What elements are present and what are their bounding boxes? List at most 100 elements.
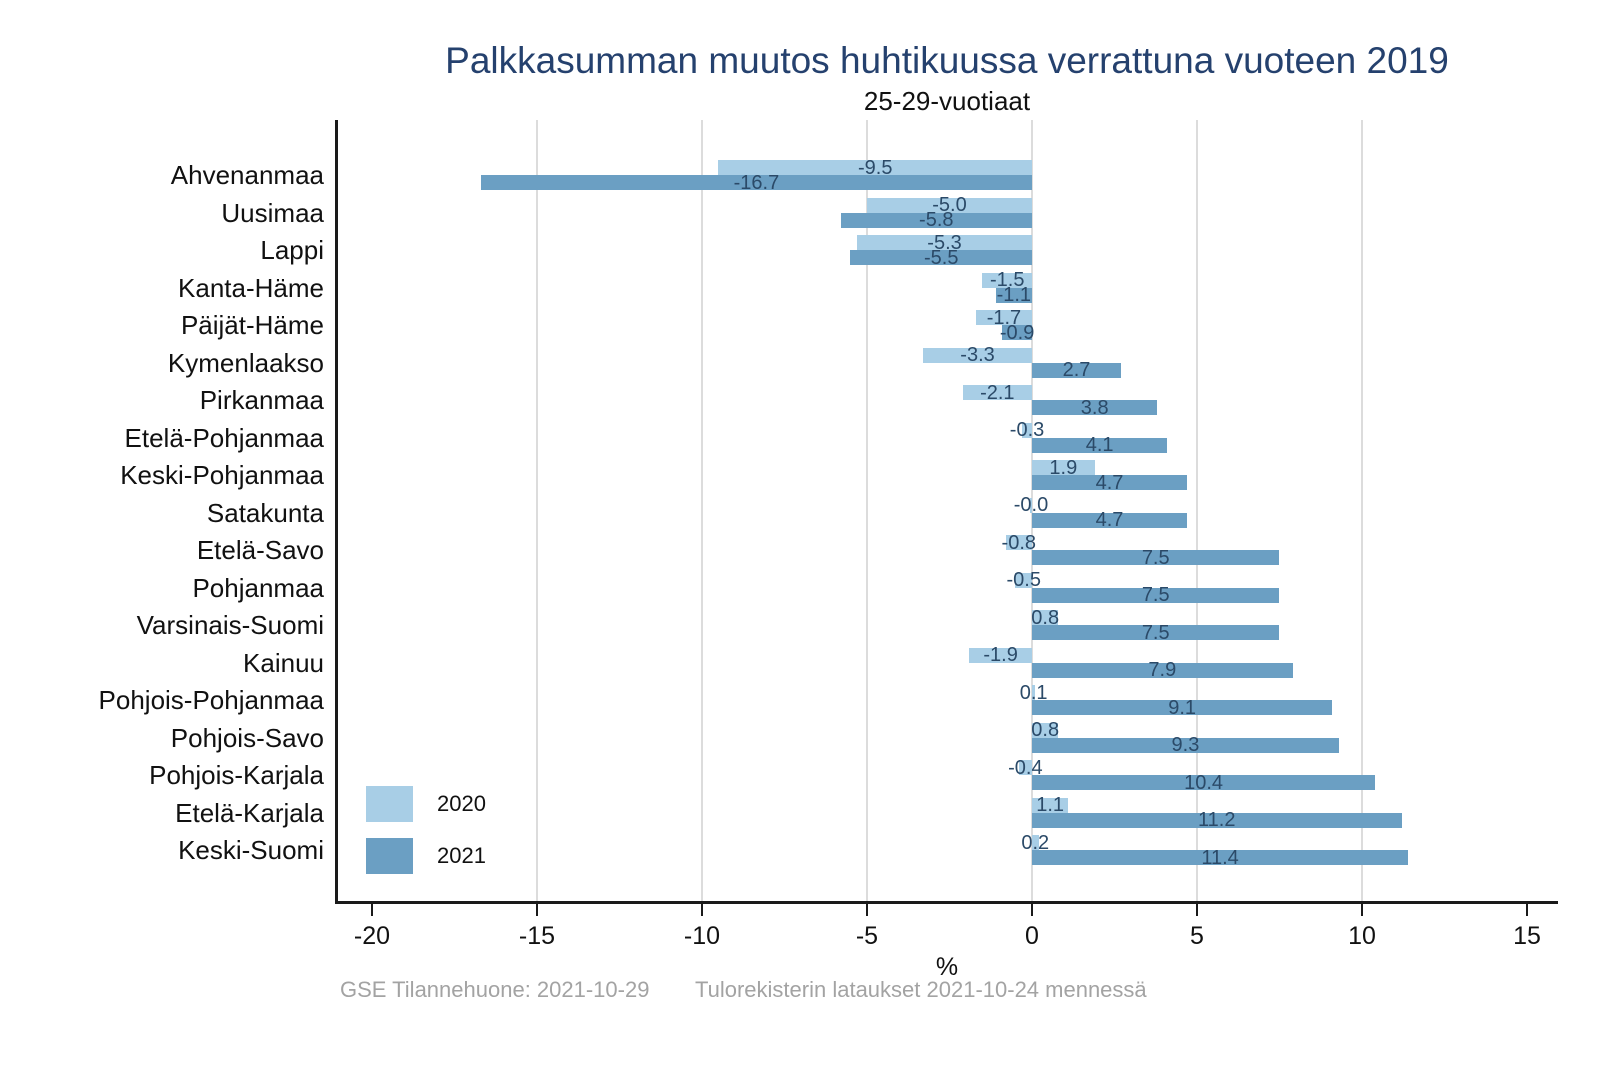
- category-label: Uusimaa: [221, 197, 324, 228]
- bar-2021: [1031, 775, 1376, 790]
- x-axis-tick-label: -15: [518, 922, 556, 950]
- category-label: Kainuu: [243, 647, 324, 678]
- category-label: Päijät-Häme: [180, 310, 324, 340]
- bar-2021: [1031, 737, 1339, 753]
- bar-2020: [1031, 797, 1069, 813]
- x-axis-tick-label: -10: [683, 922, 721, 950]
- bar-2021: [1031, 437, 1168, 453]
- bar-value-label: 1.1: [1036, 794, 1065, 816]
- category-label: Kymenlaakso: [167, 347, 324, 378]
- bar-value-label: -16.7: [733, 171, 780, 194]
- bar-2021: [1031, 625, 1280, 640]
- x-axis-tick: [700, 903, 704, 916]
- chart-title: Palkkasumman muutos huhtikuussa verrattu…: [445, 40, 1449, 81]
- bar-2020: [1031, 722, 1059, 738]
- category-label: Ahvenanmaa: [170, 160, 324, 190]
- bar-2020: [962, 385, 1032, 400]
- bar-2021: [1031, 550, 1280, 565]
- bar-value-label: 4.7: [1095, 471, 1124, 494]
- x-axis-tick-label: 10: [1348, 922, 1376, 950]
- bar-value-label: 7.9: [1148, 659, 1177, 681]
- bar-2020: [857, 235, 1032, 250]
- bar-value-label: 9.1: [1168, 696, 1197, 719]
- category-label: Pohjois-Savo: [170, 722, 324, 753]
- category-label: Pohjois-Karjala: [149, 760, 324, 790]
- bar-value-label: 11.4: [1201, 846, 1239, 869]
- bar-value-label: 9.3: [1171, 734, 1200, 756]
- bar-2020: [1029, 497, 1032, 513]
- legend-swatch-2020: [366, 786, 413, 822]
- category-label: Lappi: [260, 235, 324, 265]
- x-axis-tick: [1525, 903, 1529, 916]
- bar-2021: [1031, 362, 1122, 378]
- bar-2021: [840, 212, 1032, 228]
- bar-2020: [1015, 572, 1032, 588]
- bar-2021: [995, 287, 1032, 303]
- bar-2020: [975, 310, 1032, 325]
- bar-2020: [1031, 460, 1095, 475]
- bar-value-label: 0.8: [1031, 719, 1060, 741]
- x-axis-tick: [370, 903, 374, 916]
- chart-subtitle: 25-29-vuotiaat: [863, 86, 1031, 116]
- bar-value-label: -5.8: [919, 209, 954, 231]
- bar-2020: [1018, 760, 1032, 775]
- bar-value-label: 10.4: [1184, 771, 1224, 794]
- bar-2020: [1022, 422, 1032, 438]
- bar-2020: [969, 647, 1032, 663]
- bar-value-label: 7.5: [1141, 584, 1170, 606]
- category-label: Pohjois-Pohjanmaa: [98, 685, 324, 715]
- legend-label-2021: 2021: [437, 843, 486, 868]
- bar-value-label: 3.8: [1080, 396, 1109, 419]
- bar-2020: [1031, 610, 1059, 625]
- bar-value-label: -0.3: [1009, 419, 1045, 441]
- bar-value-label: -5.5: [923, 246, 959, 269]
- x-axis-tick: [865, 903, 869, 916]
- gridline: [535, 120, 538, 901]
- gridline: [700, 120, 703, 901]
- x-axis-tick-label: -5: [855, 922, 879, 950]
- bar-value-label: -0.9: [999, 321, 1035, 344]
- gridline: [1360, 120, 1363, 901]
- bar-2021: [1031, 475, 1188, 490]
- x-axis-tick-label: 15: [1513, 922, 1541, 950]
- gridline: [1030, 120, 1033, 901]
- bar-value-label: -0.8: [1001, 531, 1036, 554]
- category-label: Pirkanmaa: [199, 385, 324, 415]
- category-label: Kanta-Häme: [178, 272, 324, 303]
- bar-2020: [982, 272, 1032, 288]
- bar-2021: [1031, 400, 1158, 415]
- bar-value-label: 7.5: [1141, 621, 1170, 644]
- bar-2021: [850, 250, 1032, 265]
- bar-value-label: 4.1: [1085, 434, 1114, 456]
- x-axis-tick-label: 5: [1190, 922, 1204, 950]
- bar-value-label: 7.5: [1141, 546, 1170, 569]
- bar-2021: [1031, 700, 1333, 715]
- bar-2021: [1031, 587, 1280, 603]
- bar-value-label: 11.2: [1198, 809, 1236, 831]
- bar-2020: [1031, 685, 1036, 700]
- bar-value-label: -5.3: [927, 231, 962, 254]
- x-axis-tick: [1195, 903, 1199, 916]
- bar-2020: [923, 347, 1032, 363]
- gridline: [1195, 120, 1198, 901]
- bar-2021: [1031, 812, 1402, 828]
- bar-value-label: 0.1: [1019, 681, 1048, 704]
- x-axis-tick: [1030, 903, 1034, 916]
- category-label: Varsinais-Suomi: [136, 610, 324, 640]
- x-axis-tick-label: -20: [353, 922, 391, 950]
- bar-value-label: -0.4: [1008, 756, 1043, 779]
- x-axis-line: [335, 901, 1558, 904]
- bar-value-label: 4.7: [1095, 509, 1124, 531]
- x-axis-tick: [1360, 903, 1364, 916]
- bar-2021: [1031, 512, 1188, 528]
- bar-value-label: -3.3: [960, 344, 995, 366]
- footer-note-left: GSE Tilannehuone: 2021-10-29: [340, 977, 650, 1002]
- bar-2021: [1031, 850, 1409, 865]
- bar-value-label: 2.7: [1062, 359, 1091, 381]
- bar-value-label: -2.1: [980, 381, 1015, 404]
- bar-2020: [1005, 535, 1032, 550]
- x-axis-tick-label: 0: [1025, 922, 1039, 950]
- gridline: [865, 120, 868, 901]
- bar-value-label: -1.7: [986, 306, 1022, 329]
- category-label: Etelä-Karjala: [175, 797, 324, 828]
